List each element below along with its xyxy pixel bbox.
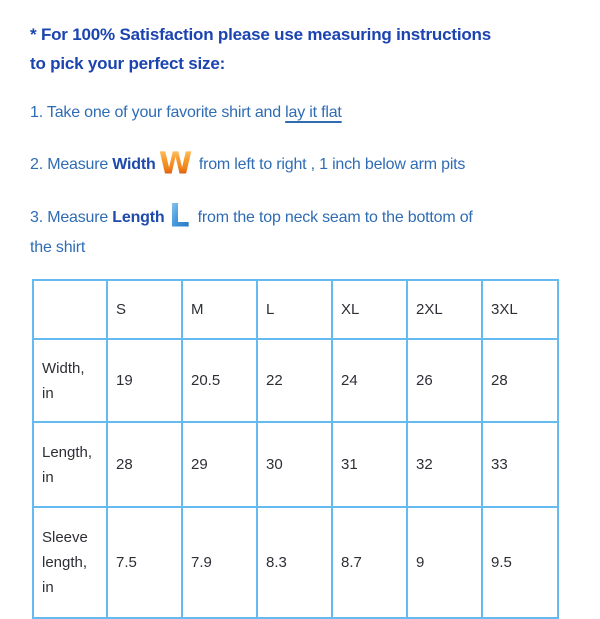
table-row-width: Width, in 19 20.5 22 24 26 28	[32, 338, 559, 423]
col-header-l: L	[256, 279, 333, 340]
corner-cell	[32, 279, 108, 340]
cell-value: 32	[406, 421, 483, 508]
length-letter-icon: L	[169, 196, 191, 235]
cell-value: 19	[106, 338, 183, 423]
cell-value: 20.5	[181, 338, 258, 423]
cell-value: 33	[481, 421, 559, 508]
cell-value: 22	[256, 338, 333, 423]
width-letter-icon: W	[158, 146, 193, 183]
instruction-step-1: 1. Take one of your favorite shirt and l…	[30, 98, 574, 128]
col-header-3xl: 3XL	[481, 279, 559, 340]
cell-value: 8.3	[256, 506, 333, 619]
cell-value: 29	[181, 421, 258, 508]
step3-text-wrap: the shirt	[30, 239, 86, 256]
table-header-row: S M L XL 2XL 3XL	[32, 279, 559, 340]
table-row-sleeve-length: Sleeve length, in 7.5 7.9 8.3 8.7 9 9.5	[32, 506, 559, 619]
cell-value: 7.9	[181, 506, 258, 619]
cell-value: 9.5	[481, 506, 559, 619]
cell-value: 8.7	[331, 506, 408, 619]
cell-value: 28	[106, 421, 183, 508]
svg-text:L: L	[169, 197, 189, 233]
heading-line-2: to pick your perfect size:	[30, 54, 226, 73]
instruction-step-2: 2. Measure Width W from left to right , …	[30, 144, 574, 183]
cell-value: 26	[406, 338, 483, 423]
step2-text: 2. Measure	[30, 156, 113, 173]
svg-text:W: W	[159, 147, 192, 182]
cell-value: 7.5	[106, 506, 183, 619]
row-label: Length, in	[32, 421, 108, 508]
col-header-2xl: 2XL	[406, 279, 483, 340]
row-label: Width, in	[32, 338, 108, 423]
cell-value: 24	[331, 338, 408, 423]
heading-line-1: * For 100% Satisfaction please use measu…	[30, 25, 491, 44]
cell-value: 31	[331, 421, 408, 508]
step1-text: 1. Take one of your favorite shirt and	[30, 104, 286, 121]
row-label: Sleeve length, in	[32, 506, 108, 619]
col-header-m: M	[181, 279, 258, 340]
cell-value: 28	[481, 338, 559, 423]
col-header-xl: XL	[331, 279, 408, 340]
width-keyword: Width	[112, 156, 156, 173]
length-keyword: Length	[112, 209, 165, 226]
step2-text-rest: from left to right , 1 inch below arm pi…	[194, 156, 466, 173]
cell-value: 30	[256, 421, 333, 508]
col-header-s: S	[106, 279, 183, 340]
satisfaction-heading: * For 100% Satisfaction please use measu…	[30, 20, 574, 78]
instruction-step-3: 3. Measure Length L from the top neck se…	[30, 196, 574, 263]
step3-text: 3. Measure	[30, 209, 113, 226]
table-row-length: Length, in 28 29 30 31 32 33	[32, 421, 559, 508]
step3-text-rest: from the top neck seam to the bottom of	[193, 209, 473, 226]
size-chart-table: S M L XL 2XL 3XL Width, in 19 20.5 22 24…	[32, 279, 559, 619]
lay-it-flat-link[interactable]: lay it flat	[285, 104, 342, 121]
cell-value: 9	[406, 506, 483, 619]
